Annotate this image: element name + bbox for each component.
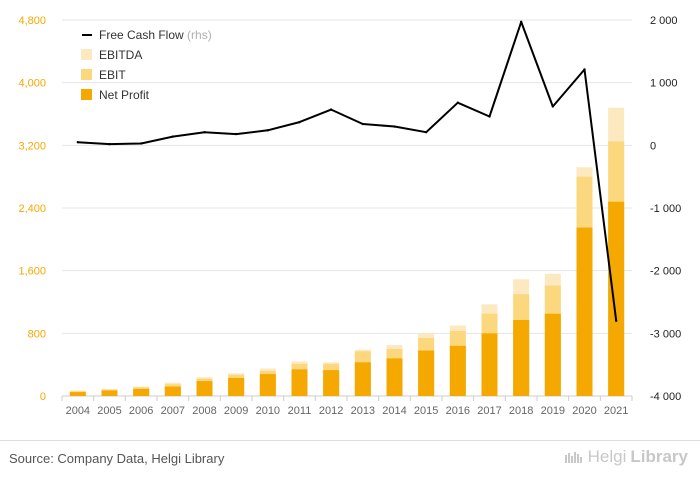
x-tick-label: 2016	[446, 405, 470, 417]
helgi-library-icon	[564, 452, 582, 463]
brand-name-a: Helgi	[587, 447, 627, 466]
legend-label: EBIT	[99, 68, 126, 82]
legend-label: Net Profit	[99, 88, 150, 102]
point-free-cash-flow	[519, 20, 523, 24]
point-free-cash-flow	[393, 125, 396, 128]
bar-net-profit	[513, 320, 530, 396]
x-tick-label: 2011	[288, 405, 312, 417]
legend-box-swatch	[81, 69, 92, 80]
x-tick-label: 2006	[129, 405, 153, 417]
point-free-cash-flow	[583, 68, 586, 71]
y-left-tick-label: 800	[28, 328, 46, 340]
bar-net-profit	[133, 388, 150, 396]
point-free-cash-flow	[108, 142, 111, 146]
x-tick-label: 2007	[161, 405, 185, 417]
x-tick-label: 2013	[351, 405, 375, 417]
point-free-cash-flow	[456, 101, 460, 104]
x-tick-label: 2009	[224, 405, 248, 417]
line-free-cash-flow	[77, 20, 618, 321]
grid-lines	[62, 19, 632, 397]
bar-net-profit	[354, 362, 371, 396]
y-left-tick-label: 3,200	[18, 140, 46, 152]
y-right-tick-label: -3 000	[650, 328, 681, 340]
y-left-tick-label: 4,800	[18, 15, 46, 27]
bar-net-profit	[576, 227, 593, 396]
x-tick-label: 2018	[509, 405, 533, 417]
brand-name-b: Library	[630, 447, 688, 466]
bar-net-profit	[608, 201, 625, 396]
y-right-tick-label: -2 000	[650, 266, 681, 278]
bar-net-profit	[481, 333, 498, 396]
point-free-cash-flow	[234, 132, 238, 136]
x-tick-label: 2010	[256, 405, 280, 417]
legend-label-suffix: (rhs)	[184, 28, 212, 42]
x-tick-label: 2004	[66, 405, 90, 417]
y-right-tick-label: -1 000	[650, 203, 681, 215]
y-right-tick-label: -4 000	[650, 391, 681, 403]
x-tick-label: 2014	[382, 405, 406, 417]
footer-divider	[0, 440, 700, 441]
y-right-tick-label: 0	[650, 140, 656, 152]
y-right-tick-label: 1 000	[650, 78, 678, 90]
bar-net-profit	[69, 392, 86, 396]
x-tick-label: 2005	[97, 405, 121, 417]
bar-net-profit	[164, 386, 181, 396]
y-left-tick-label: 2,400	[18, 203, 46, 215]
line-series	[76, 20, 618, 322]
legend-box-swatch	[81, 89, 92, 100]
bar-net-profit	[449, 345, 466, 396]
x-axis: 2004 2005 2006 2007 2008 2009 2010 2011 2012 2013…	[61, 396, 633, 417]
point-free-cash-flow	[266, 129, 270, 132]
point-free-cash-flow	[76, 141, 80, 144]
y-axis-left: 0 800 1,600 2,400 3,200 4,000 4,800	[18, 15, 46, 403]
point-free-cash-flow	[488, 115, 491, 118]
x-tick-label: 2012	[319, 405, 343, 417]
bar-net-profit	[101, 390, 118, 396]
y-left-tick-label: 4,000	[18, 78, 46, 90]
legend: Free Cash Flow (rhs) EBITDA EBIT Net Profit	[81, 28, 212, 102]
bar-net-profit	[291, 369, 308, 396]
brand-logo: Helgi Library	[564, 447, 688, 467]
point-free-cash-flow	[139, 142, 143, 145]
bar-net-profit	[196, 381, 213, 396]
legend-label: EBITDA	[99, 48, 142, 62]
point-free-cash-flow	[329, 108, 333, 111]
point-free-cash-flow	[551, 105, 555, 108]
legend-label: Free Cash Flow (rhs)	[99, 28, 212, 42]
bar-series	[69, 107, 625, 396]
source-note: Source: Company Data, Helgi Library	[9, 451, 225, 466]
bar-net-profit	[544, 313, 561, 396]
y-left-tick-label: 1,600	[18, 266, 46, 278]
bar-net-profit	[418, 350, 435, 396]
bar-net-profit	[228, 377, 245, 396]
x-tick-label: 2020	[572, 405, 596, 417]
point-free-cash-flow	[171, 135, 175, 138]
y-left-tick-label: 0	[40, 391, 46, 403]
y-right-tick-label: 2 000	[650, 15, 678, 27]
bar-net-profit	[323, 370, 340, 396]
x-tick-label: 2008	[192, 405, 216, 417]
y-axis-right: -4 000 -3 000 -2 000 -1 000 0 1 000 2 000	[650, 15, 681, 403]
legend-box-swatch	[81, 49, 92, 60]
x-tick-label: 2015	[414, 405, 438, 417]
x-tick-label: 2021	[604, 405, 628, 417]
point-free-cash-flow	[361, 122, 365, 126]
bar-net-profit	[259, 374, 276, 396]
point-free-cash-flow	[424, 130, 428, 134]
x-tick-label: 2017	[477, 405, 501, 417]
x-tick-label: 2019	[541, 405, 565, 417]
bar-net-profit	[386, 358, 403, 396]
point-free-cash-flow	[298, 120, 301, 124]
point-free-cash-flow	[614, 319, 618, 322]
point-free-cash-flow	[203, 130, 206, 134]
